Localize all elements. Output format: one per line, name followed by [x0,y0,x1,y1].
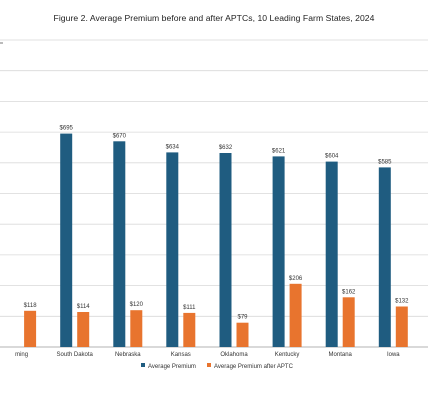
data-label: $132 [395,299,409,305]
data-label: $695 [60,126,74,132]
data-label: $118 [24,303,38,309]
x-tick-label: Iowa [387,352,400,358]
data-label: $206 [289,276,303,282]
data-label: $670 [113,133,127,139]
bar-premium-after-aptc [289,283,302,347]
x-tick-label: Montana [329,352,353,358]
bar-premium-after-aptc [395,306,408,347]
x-tick-label: Nebraska [115,352,141,358]
bar-premium-after-aptc [77,312,90,347]
data-label: $162 [342,289,356,295]
x-tick-label: South Dakota [57,352,94,358]
legend-entry: Average Premium [148,364,196,370]
x-axis: ming South Dakota Nebraska Kansas Oklahoma Ke… [15,352,400,358]
x-tick-label: Kentucky [275,352,300,358]
data-label: $114 [77,304,91,310]
data-label: $585 [378,159,392,165]
legend: Average Premium Average Premium after APT… [141,363,294,370]
bar-average-premium [325,161,338,347]
bar-average-premium [166,152,179,347]
bar-premium-after-aptc [183,312,196,347]
bar-premium-after-aptc [236,322,249,347]
x-tick-label: Kansas [171,352,191,358]
data-label: $604 [325,154,339,160]
data-label: $120 [130,302,144,308]
bar-average-premium [219,153,232,347]
chart-title: Figure 2. Average Premium before and aft… [53,13,375,23]
data-label: $632 [219,145,233,151]
x-tick-label: Oklahoma [220,352,248,358]
bar-premium-after-aptc [24,310,37,347]
data-label: $111 [183,305,196,311]
bar-premium-after-aptc [342,297,355,347]
data-label: $79 [237,315,248,321]
data-label: $621 [272,148,286,154]
legend-swatch [207,363,211,367]
x-tick-label: ming [15,352,28,358]
legend-entry: Average Premium after APTC [214,364,294,370]
bar-average-premium [113,141,126,347]
data-labels: $118 $695 $114 $670 $120 $634 $111 $632 $79 $621 $… [24,126,409,321]
data-label: $634 [166,144,180,150]
bar-average-premium [272,156,285,347]
bar-premium-after-aptc [130,310,143,347]
bars [24,133,408,347]
legend-swatch [141,363,145,367]
bar-average-premium [378,167,391,347]
bar-average-premium [60,133,73,347]
